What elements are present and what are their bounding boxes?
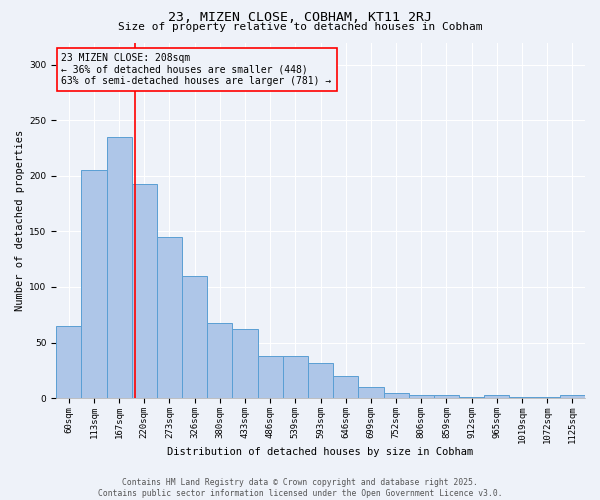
Bar [82, 170, 107, 398]
Y-axis label: Number of detached properties: Number of detached properties [15, 130, 25, 311]
Bar [333, 376, 358, 398]
Bar [308, 362, 333, 398]
Bar [157, 237, 182, 398]
Bar [459, 397, 484, 398]
Bar [434, 394, 459, 398]
Bar [409, 394, 434, 398]
Bar [358, 387, 383, 398]
Bar [207, 322, 232, 398]
Text: Contains HM Land Registry data © Crown copyright and database right 2025.
Contai: Contains HM Land Registry data © Crown c… [98, 478, 502, 498]
Bar [560, 394, 585, 398]
Bar [56, 326, 82, 398]
Bar [257, 356, 283, 398]
Text: 23 MIZEN CLOSE: 208sqm
← 36% of detached houses are smaller (448)
63% of semi-de: 23 MIZEN CLOSE: 208sqm ← 36% of detached… [61, 53, 332, 86]
Bar [484, 394, 509, 398]
Bar [509, 397, 535, 398]
Text: Size of property relative to detached houses in Cobham: Size of property relative to detached ho… [118, 22, 482, 32]
Bar [107, 137, 131, 398]
Bar [182, 276, 207, 398]
Text: 23, MIZEN CLOSE, COBHAM, KT11 2RJ: 23, MIZEN CLOSE, COBHAM, KT11 2RJ [168, 11, 432, 24]
Bar [131, 184, 157, 398]
X-axis label: Distribution of detached houses by size in Cobham: Distribution of detached houses by size … [167, 448, 473, 458]
Bar [283, 356, 308, 398]
Bar [535, 397, 560, 398]
Bar [383, 392, 409, 398]
Bar [232, 329, 257, 398]
